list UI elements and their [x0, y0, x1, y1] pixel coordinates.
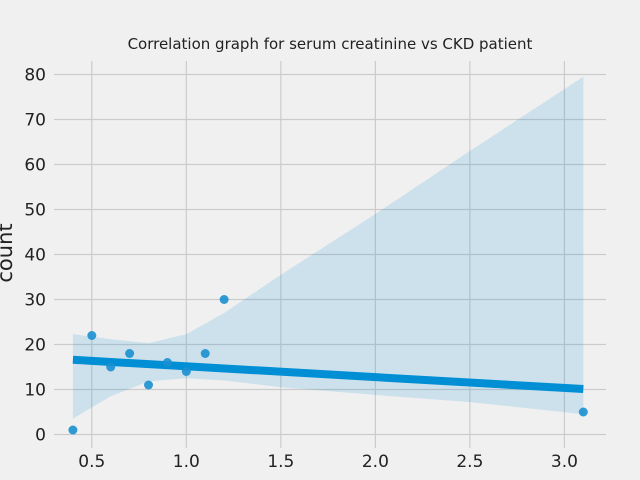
data-point	[181, 367, 191, 376]
y-tick-label: 80	[24, 66, 46, 86]
x-tick-labels: 0.5 1.0 1.5 2.0 2.5 3.0	[78, 452, 578, 472]
data-point	[144, 380, 154, 390]
data-point	[68, 425, 78, 435]
grid-lines	[54, 61, 606, 448]
x-tick-label: 1.5	[267, 452, 294, 472]
y-tick-label: 30	[24, 291, 46, 311]
y-tick-label: 20	[24, 336, 46, 356]
x-tick-label: 3.0	[551, 452, 578, 472]
data-point	[200, 349, 210, 358]
data-point	[125, 349, 135, 358]
y-tick-label: 0	[35, 426, 46, 446]
x-tick-label: 0.5	[78, 452, 105, 472]
regression-line	[72, 355, 584, 394]
data-point	[162, 358, 172, 367]
data-point	[87, 331, 97, 340]
y-axis-label: count	[0, 223, 17, 282]
x-tick-label: 2.5	[456, 452, 483, 472]
data-point	[106, 362, 116, 372]
confidence-band	[72, 76, 584, 419]
y-tick-label: 70	[24, 111, 46, 131]
data-point	[578, 407, 588, 417]
y-tick-label: 60	[24, 156, 46, 176]
y-tick-labels: 0 10 20 30 40 50 60 70 80	[24, 66, 46, 446]
data-points	[68, 295, 588, 435]
x-tick-label: 1.0	[173, 452, 200, 472]
data-point	[219, 295, 229, 304]
y-tick-label: 10	[24, 381, 46, 401]
chart-title: Correlation graph for serum creatinine v…	[128, 35, 533, 53]
x-tick-label: 2.0	[362, 452, 389, 472]
y-tick-label: 50	[24, 201, 46, 221]
y-tick-label: 40	[24, 246, 46, 266]
